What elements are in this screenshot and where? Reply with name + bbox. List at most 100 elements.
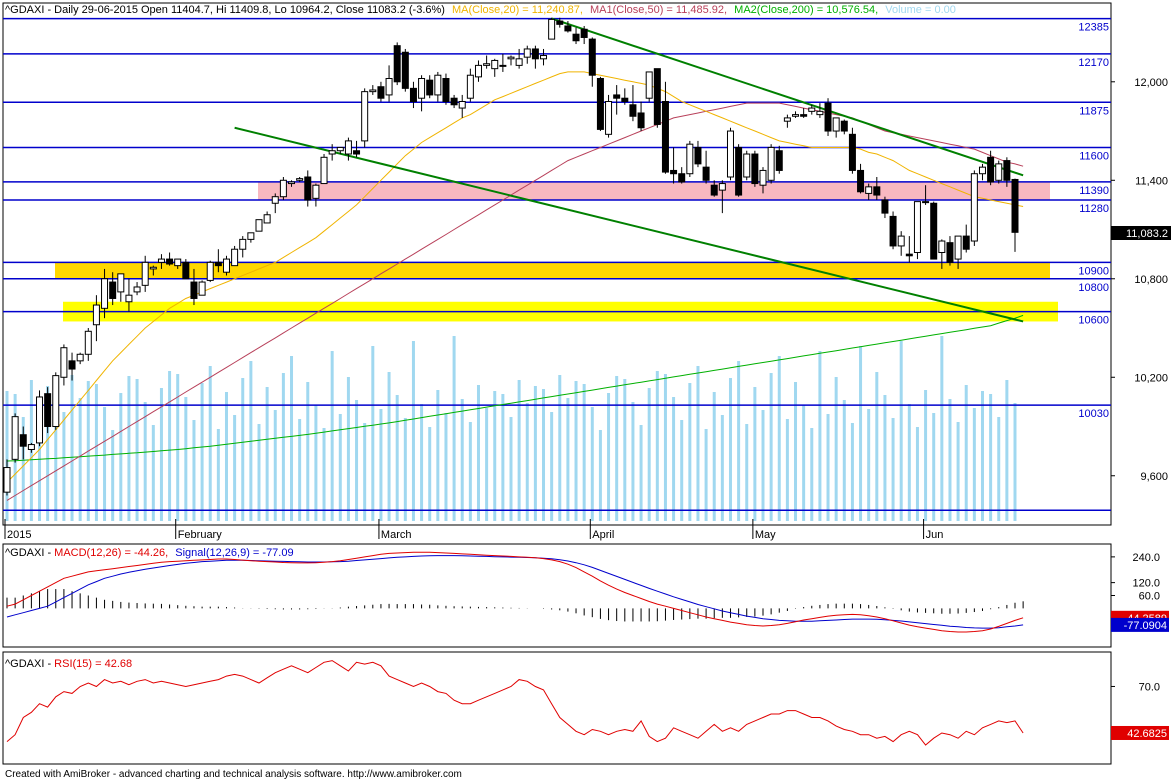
- volume-bar: [1005, 380, 1009, 521]
- volume-bar: [891, 418, 895, 521]
- candle-body: [938, 240, 946, 254]
- volume-bar: [176, 374, 180, 521]
- candle-body: [686, 143, 694, 175]
- candle-body: [978, 166, 986, 175]
- candle-body: [11, 416, 19, 460]
- candle-body: [483, 63, 491, 66]
- candle-body: [271, 196, 279, 204]
- trend-line: [234, 126, 1024, 323]
- volume-bar: [989, 394, 993, 521]
- candle-body: [507, 56, 515, 60]
- volume-bar: [314, 405, 318, 521]
- volume-bar: [273, 410, 277, 521]
- candle-body: [808, 107, 816, 112]
- candle-body: [792, 114, 800, 117]
- ma50-title: MA1(Close,50) = 11,485.92,: [590, 4, 727, 16]
- signal-line: [6, 555, 1024, 629]
- volume-bar: [428, 427, 432, 521]
- candle-body: [288, 181, 296, 185]
- candle-body: [206, 261, 214, 281]
- candle-body: [109, 281, 117, 299]
- volume-bar: [550, 412, 554, 521]
- volume-bar: [168, 371, 172, 521]
- candle-body: [101, 278, 109, 309]
- volume-bar: [54, 389, 58, 521]
- rsi-panel: 70.0 42.6825 ^GDAXI - RSI(15) = 42.68: [2, 651, 1169, 765]
- candle-body: [873, 186, 881, 196]
- volume-bar: [111, 430, 115, 521]
- volume-bar: [859, 346, 863, 521]
- candle-body: [946, 242, 954, 263]
- volume-bar: [769, 373, 773, 521]
- trend-line: [551, 17, 1024, 177]
- volume-bar: [777, 356, 781, 521]
- volume-bar: [639, 425, 643, 521]
- candle-body: [840, 120, 848, 132]
- volume-bars: [5, 336, 1017, 521]
- volume-bar: [379, 409, 383, 521]
- candle-body: [1011, 178, 1019, 233]
- volume-bar: [802, 405, 806, 521]
- candle-body: [442, 78, 450, 102]
- volume-bar: [127, 376, 131, 521]
- resistance-zone: [258, 181, 1050, 200]
- volume-bar: [924, 390, 928, 521]
- volume-bar: [200, 383, 204, 521]
- volume-bar: [582, 384, 586, 521]
- candle-body: [726, 130, 734, 178]
- candle-body: [361, 91, 369, 142]
- volume-bar: [948, 399, 952, 521]
- candle-body: [182, 261, 190, 280]
- candle-body: [84, 330, 92, 355]
- candle-body: [564, 25, 572, 32]
- volume-bar: [542, 389, 546, 521]
- candle-body: [320, 156, 328, 185]
- symbol-title: ^GDAXI - Daily 29-06-2015 Open 11404.7, …: [5, 4, 445, 16]
- candle-body: [198, 281, 206, 296]
- candle-body: [60, 347, 68, 378]
- rsi-tick-label: 70.0: [1139, 681, 1160, 693]
- volume-bar: [980, 391, 984, 521]
- candle-body: [344, 140, 352, 155]
- ma20-title: MA(Close,20) = 11,240.87,: [452, 4, 583, 16]
- volume-bar: [468, 422, 472, 521]
- candle-body: [458, 100, 466, 109]
- candle-body: [930, 202, 938, 260]
- volume-bar: [704, 429, 708, 521]
- candle-body: [694, 146, 702, 165]
- candle-body: [605, 100, 613, 135]
- price-tick-label: 10,200: [1134, 372, 1168, 384]
- last-price-box: [1111, 226, 1171, 240]
- volume-bar: [192, 420, 196, 521]
- date-label: May: [755, 529, 776, 541]
- rsi-line: [6, 660, 1024, 746]
- level-label: 11875: [1079, 105, 1109, 117]
- volume-bar: [631, 402, 635, 521]
- level-label: 11600: [1079, 150, 1109, 162]
- candle-body: [621, 97, 629, 102]
- volume-bar: [306, 382, 310, 521]
- candle-body: [474, 64, 482, 78]
- rsi-line: [6, 660, 1024, 746]
- date-label: Jun: [926, 529, 944, 541]
- candle-body: [190, 281, 198, 299]
- level-label: 10600: [1078, 315, 1109, 327]
- volume-bar: [509, 417, 513, 521]
- candle-body: [531, 48, 539, 60]
- candle-body: [409, 87, 417, 102]
- candle-body: [255, 219, 263, 232]
- rsi-title: ^GDAXI - RSI(15) = 42.68: [5, 658, 132, 670]
- volume-bar: [899, 341, 903, 521]
- candle-body: [718, 183, 726, 191]
- candle-body: [759, 169, 767, 186]
- level-label: 10030: [1078, 408, 1109, 420]
- candle-body: [857, 169, 865, 193]
- candle-body: [596, 78, 604, 130]
- candle-body: [613, 94, 621, 99]
- candle-body: [279, 179, 287, 198]
- candle-body: [824, 102, 832, 132]
- candle-body: [44, 393, 52, 428]
- candle-body: [312, 184, 320, 199]
- volume-bar: [452, 336, 456, 521]
- volume-bar: [371, 346, 375, 521]
